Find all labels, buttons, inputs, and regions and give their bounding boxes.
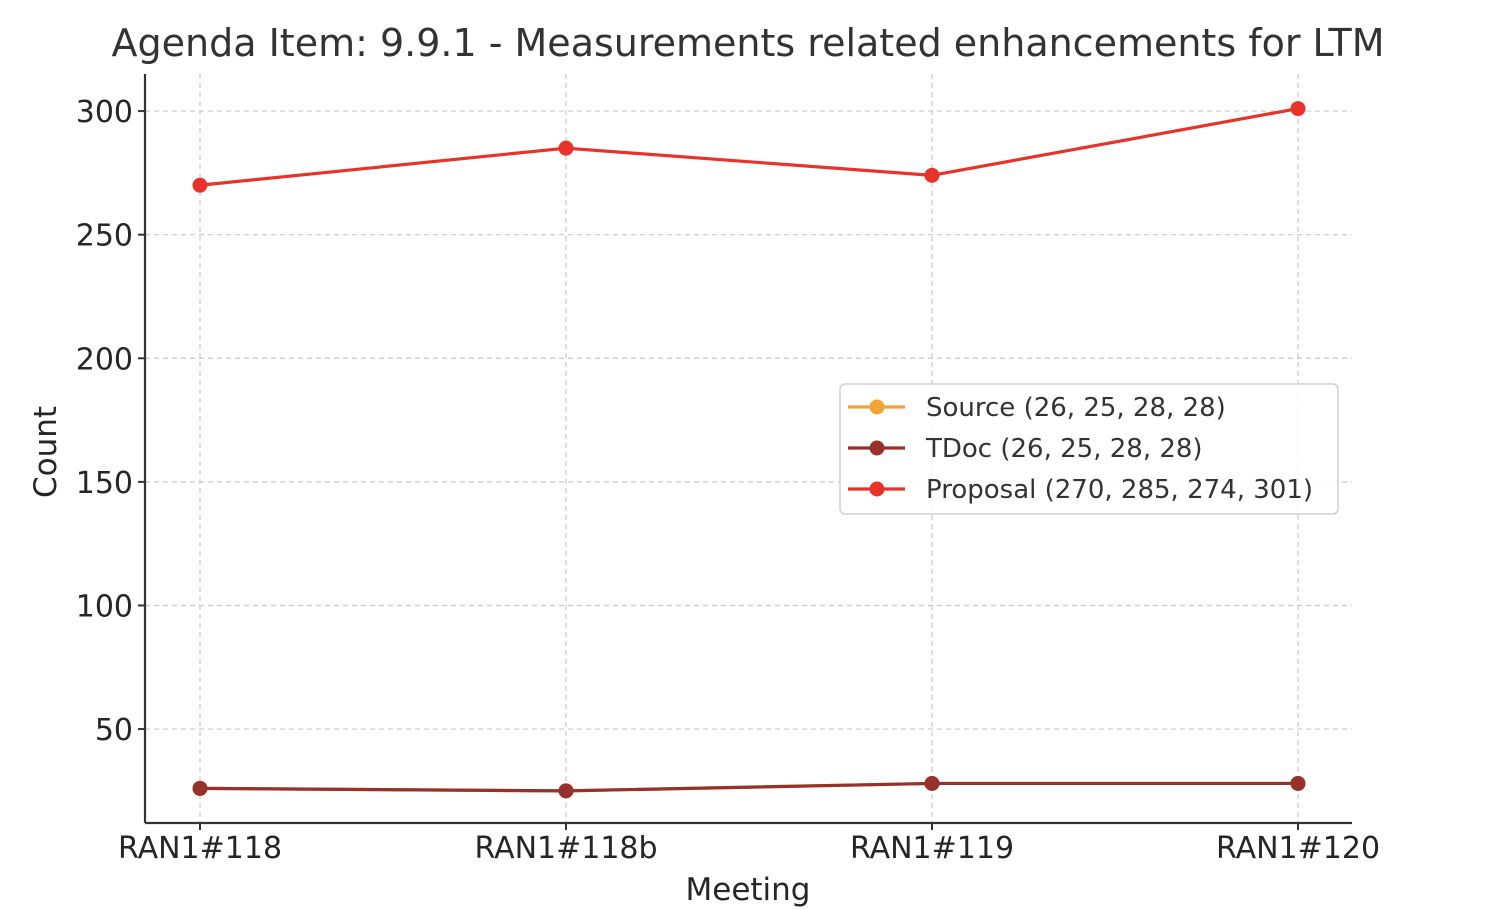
data-point: [1290, 101, 1306, 117]
legend-label: TDoc (26, 25, 28, 28): [925, 434, 1203, 464]
x-ticks: RAN1#118 RAN1#118b RAN1#119 RAN1#120: [118, 823, 1380, 866]
axes: [143, 74, 1352, 825]
y-tick-label: 100: [76, 589, 133, 624]
series-lines: [192, 101, 1306, 799]
y-tick-label: 250: [76, 219, 133, 254]
x-axis-label: Meeting: [686, 872, 811, 908]
chart-title: Agenda Item: 9.9.1 - Measurements relate…: [112, 21, 1385, 65]
y-tick-label: 200: [76, 342, 133, 377]
legend-entry: TDoc (26, 25, 28, 28): [848, 434, 1203, 464]
y-axis-label: Count: [28, 406, 64, 498]
series-3: [192, 101, 1306, 193]
legend-swatch-marker: [869, 440, 885, 456]
series-line: [199, 107, 1299, 187]
x-tick-label: RAN1#120: [1216, 831, 1380, 866]
x-tick-label: RAN1#119: [850, 831, 1014, 866]
data-point: [558, 783, 574, 799]
y-tick-label: 150: [76, 466, 133, 501]
legend-label: Source (26, 25, 28, 28): [926, 393, 1226, 423]
legend-swatch-marker: [869, 481, 885, 497]
legend-items: Source (26, 25, 28, 28) TDoc (26, 25, 28,…: [848, 393, 1313, 505]
series-2: [192, 775, 1306, 799]
y-tick-label: 300: [76, 95, 133, 130]
legend-swatch-marker: [869, 399, 885, 415]
x-tick-label: RAN1#118b: [474, 831, 657, 866]
series-line: [199, 781, 1298, 793]
legend-frame: [839, 383, 1339, 515]
legend-entry: Source (26, 25, 28, 28): [848, 393, 1226, 423]
legend-label: Proposal (270, 285, 274, 301): [926, 475, 1313, 505]
legend-entry: Proposal (270, 285, 274, 301): [848, 475, 1313, 505]
data-point: [192, 780, 208, 796]
data-point: [192, 177, 208, 193]
data-point: [924, 167, 940, 183]
legend: Source (26, 25, 28, 28) TDoc (26, 25, 28,…: [839, 383, 1339, 515]
grid-lines: [145, 74, 1352, 823]
data-point: [558, 140, 574, 156]
data-point: [1290, 775, 1306, 791]
y-ticks: 50 100 150 200 250 300: [76, 95, 145, 748]
x-tick-label: RAN1#118: [118, 831, 282, 866]
y-tick-label: 50: [95, 713, 133, 748]
data-point: [924, 775, 940, 791]
